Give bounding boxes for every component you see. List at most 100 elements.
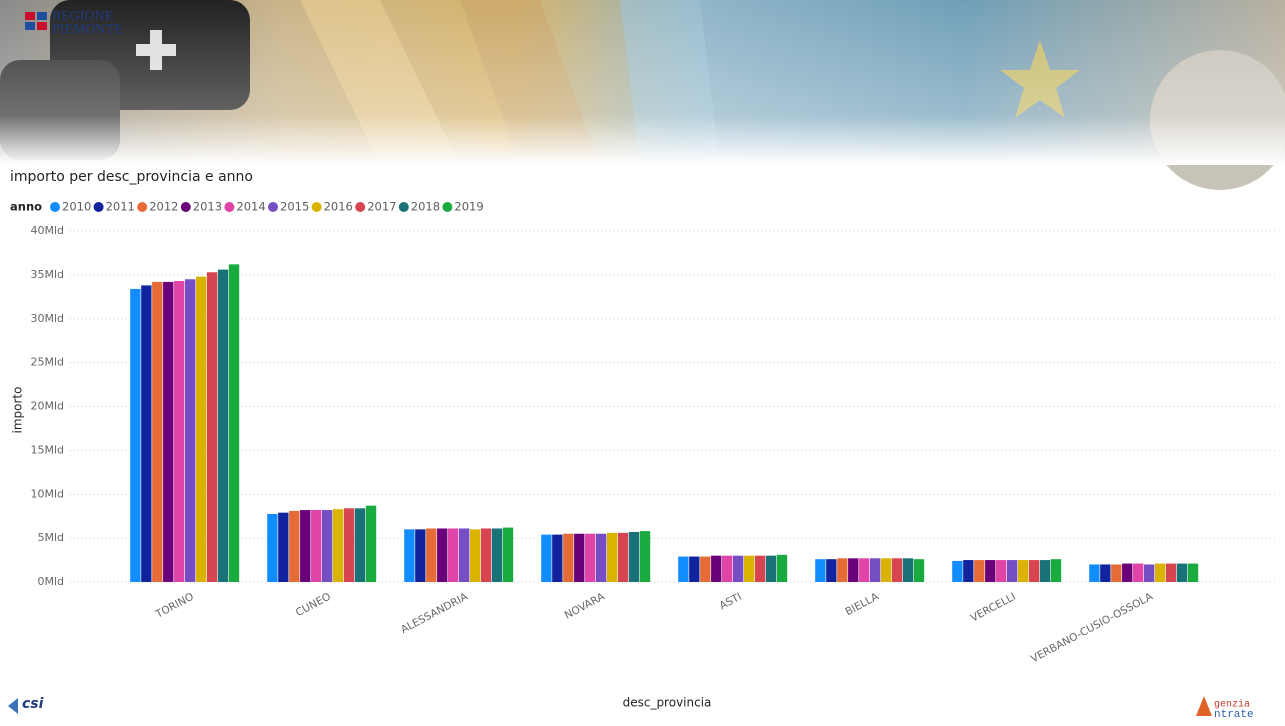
legend-swatch <box>355 202 366 212</box>
bar <box>1133 563 1144 582</box>
legend-swatch <box>137 202 148 212</box>
y-tick-label: 5Mld <box>37 531 64 544</box>
legend-label: 2016 <box>324 200 353 214</box>
y-tick-label: 25Mld <box>30 356 64 369</box>
bar <box>880 558 892 582</box>
agenzia-logo: genzia ntrate <box>1196 696 1254 721</box>
legend-label: 2015 <box>280 200 309 214</box>
x-tick-label: BIELLA <box>843 590 881 618</box>
bar <box>733 555 744 582</box>
y-tick-label: 30Mld <box>30 312 64 325</box>
bar <box>815 559 826 582</box>
legend-label: 2017 <box>367 200 396 214</box>
x-tick-label: TORINO <box>153 591 196 621</box>
bar <box>743 555 755 582</box>
bar <box>585 533 596 582</box>
bar <box>480 528 492 582</box>
legend-swatch <box>442 202 453 212</box>
bar <box>278 512 289 582</box>
bar <box>469 529 481 582</box>
bar <box>322 510 333 582</box>
legend-label: 2011 <box>106 200 135 214</box>
bar <box>870 558 881 582</box>
bar <box>426 528 437 582</box>
bar <box>311 510 322 582</box>
bar <box>826 559 837 582</box>
bar <box>1154 563 1166 582</box>
y-tick-label: 40Mld <box>30 224 64 237</box>
bar <box>1028 560 1040 582</box>
bar <box>996 560 1007 582</box>
bar <box>1111 564 1122 582</box>
legend-swatch <box>224 202 235 212</box>
bar <box>722 555 733 582</box>
y-tick-label: 20Mld <box>30 400 64 413</box>
x-tick-label: VERCELLI <box>969 591 1018 625</box>
legend-swatch <box>50 202 60 212</box>
bar <box>574 533 585 582</box>
legend-label: 2010 <box>62 200 91 214</box>
bar <box>963 560 974 582</box>
bar <box>552 534 563 582</box>
bar <box>563 533 574 582</box>
bar <box>837 558 848 582</box>
bar <box>300 510 311 582</box>
bar <box>174 281 185 582</box>
bar <box>617 532 629 582</box>
y-tick-label: 15Mld <box>30 443 64 456</box>
x-tick-label: CUNEO <box>294 591 333 619</box>
bar <box>404 529 415 582</box>
x-tick-label: ASTI <box>718 591 744 613</box>
bar <box>437 528 448 582</box>
bar <box>902 558 914 582</box>
bar <box>415 529 426 582</box>
logo-text: ntrate <box>1214 709 1254 721</box>
bar <box>1176 563 1188 582</box>
bar <box>859 558 870 582</box>
legend-swatch <box>268 202 278 212</box>
legend-label: 2013 <box>193 200 222 214</box>
legend-label: 2019 <box>454 200 483 214</box>
bar <box>343 508 355 582</box>
bar <box>1007 560 1018 582</box>
bar <box>217 269 229 582</box>
legend-swatch <box>93 202 104 212</box>
legend-label: 2014 <box>236 200 265 214</box>
bar <box>952 560 963 582</box>
bar <box>678 556 689 582</box>
bar <box>700 556 711 582</box>
bar <box>1187 563 1199 582</box>
bar <box>289 510 300 582</box>
bar <box>711 555 722 582</box>
legend-label: 2018 <box>411 200 440 214</box>
logo-text: PIEMONTE <box>52 22 123 37</box>
bar <box>776 554 788 582</box>
bar <box>628 531 640 582</box>
x-tick-label: VERBANO-CUSIO-OSSOLA <box>1029 590 1156 665</box>
bar <box>913 559 925 582</box>
bar <box>596 533 607 582</box>
bar <box>754 555 766 582</box>
bar <box>848 558 859 582</box>
bar <box>974 560 985 582</box>
logo-text: csi <box>22 696 44 712</box>
legend-title: anno <box>10 200 42 214</box>
legend-swatch <box>311 202 322 212</box>
bar <box>365 505 377 582</box>
bar <box>141 285 152 582</box>
bar <box>891 558 903 582</box>
y-axis-title: importo <box>11 387 25 434</box>
logo-text: genzia <box>1214 699 1250 711</box>
x-tick-label: NOVARA <box>563 590 608 621</box>
bar <box>1017 560 1029 582</box>
x-tick-label: ALESSANDRIA <box>399 590 471 636</box>
bar <box>985 560 996 582</box>
bar <box>1122 563 1133 582</box>
bar <box>1039 560 1051 582</box>
bar <box>332 509 344 582</box>
bar <box>1100 564 1111 582</box>
bar <box>195 276 207 582</box>
x-axis-title: desc_provincia <box>623 696 712 710</box>
bar <box>267 513 278 582</box>
